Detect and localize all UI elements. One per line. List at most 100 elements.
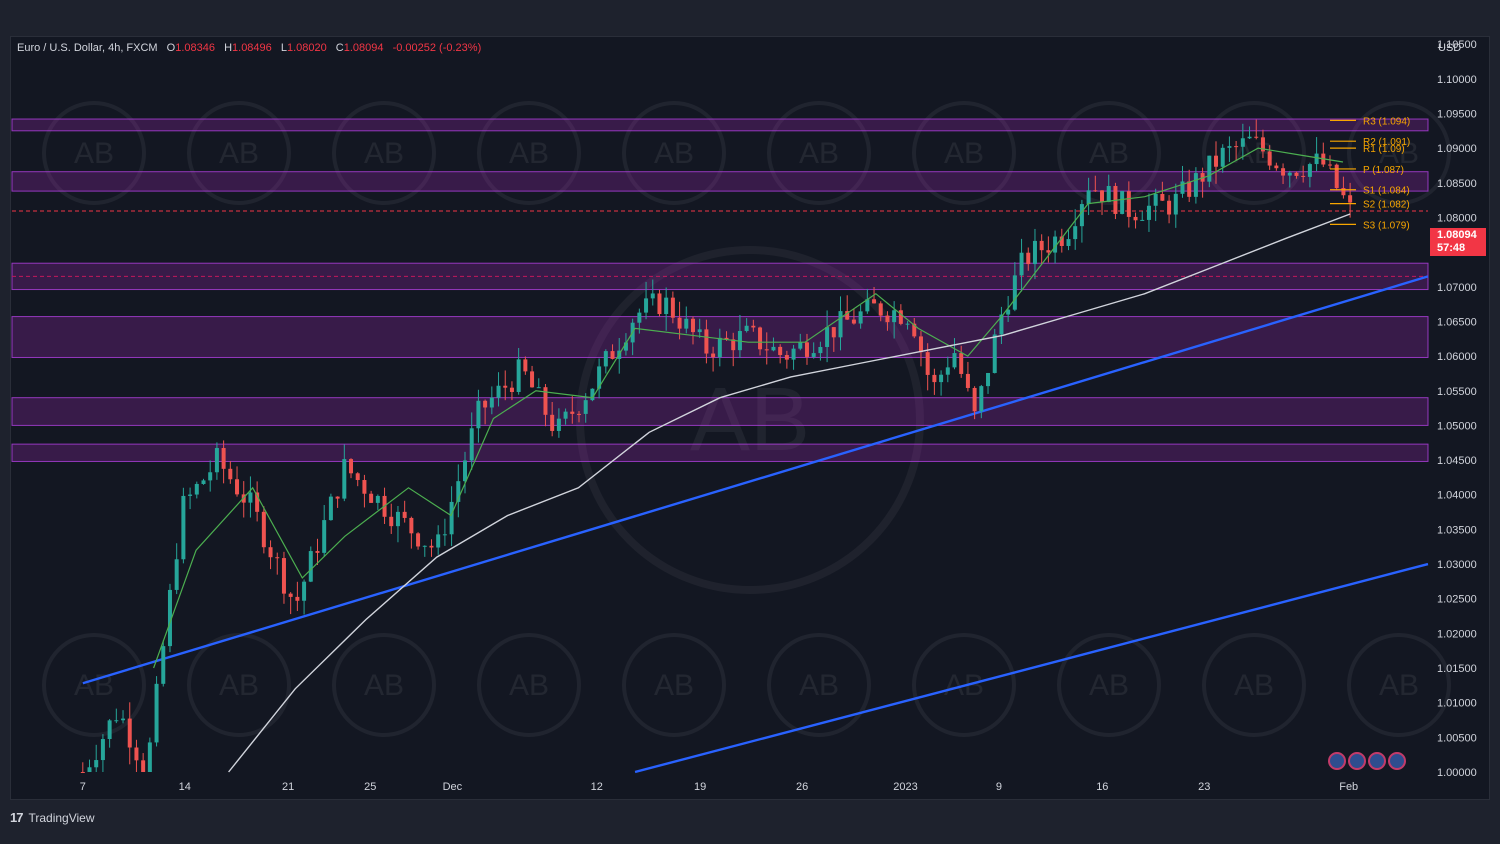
symbol-legend: Euro / U.S. Dollar, 4h, FXCM O1.08346 H1… <box>17 42 481 54</box>
candle-up <box>1173 193 1178 215</box>
candle-down <box>409 517 414 534</box>
watermark-text: AB <box>1379 137 1419 170</box>
candle-down <box>690 318 695 333</box>
candle-down <box>1160 193 1165 201</box>
candle-up <box>858 311 863 324</box>
brand-name[interactable]: TradingView <box>28 810 95 825</box>
candle-up <box>100 739 105 761</box>
candle-down <box>872 299 877 304</box>
candle-down <box>268 547 273 558</box>
candle-down <box>543 387 548 415</box>
candle-up <box>94 760 99 768</box>
y-axis-tick-label: 1.10500 <box>1437 39 1477 51</box>
candle-up <box>87 767 92 772</box>
candle-up <box>597 366 602 389</box>
y-axis-tick-label: 1.03500 <box>1437 524 1477 536</box>
x-axis-tick-label: Dec <box>443 781 463 793</box>
candle-down <box>1274 165 1279 169</box>
y-axis-tick-label: 1.02500 <box>1437 594 1477 606</box>
candle-down <box>315 551 320 553</box>
candle-up <box>1053 236 1058 253</box>
candle-up <box>1287 172 1292 176</box>
low-value: 1.08020 <box>286 42 327 54</box>
candle-down <box>1334 164 1339 189</box>
candle-up <box>623 342 628 351</box>
tradingview-logo-icon[interactable]: 17 <box>10 810 24 825</box>
candle-up <box>865 299 870 312</box>
candle-down <box>711 353 716 358</box>
candle-up <box>208 472 213 481</box>
candle-down <box>530 371 535 388</box>
candle-down <box>670 297 675 318</box>
candle-up <box>644 298 649 313</box>
candle-down <box>831 327 836 338</box>
eu-flag-icon[interactable] <box>1348 752 1366 770</box>
candle-up <box>1314 153 1319 165</box>
candle-down <box>80 772 85 773</box>
candle-down <box>925 352 930 375</box>
candle-up <box>798 342 803 349</box>
candle-down <box>349 459 354 474</box>
candle-down <box>1267 151 1272 166</box>
candle-down <box>523 359 528 372</box>
bar-countdown: 57:48 <box>1437 242 1466 254</box>
candle-up <box>1180 181 1185 194</box>
candle-down <box>898 310 903 324</box>
candle-up <box>1227 146 1232 148</box>
candle-up <box>664 297 669 315</box>
watermark-text: AB <box>74 137 114 170</box>
candle-up <box>1120 191 1125 214</box>
watermark-circle <box>332 101 436 205</box>
pivot-label: R1 (1.09) <box>1363 144 1405 155</box>
watermark-text: AB <box>1234 669 1274 702</box>
candle-up <box>1240 138 1245 147</box>
candle-down <box>959 353 964 374</box>
slow-moving-average <box>228 213 1351 773</box>
candle-down <box>550 414 555 431</box>
candle-down <box>1126 191 1131 217</box>
chart-frame[interactable] <box>10 36 1490 800</box>
watermark-circle <box>1347 101 1451 205</box>
watermark-text: AB <box>509 137 549 170</box>
y-axis-tick-label: 1.06500 <box>1437 316 1477 328</box>
candle-up <box>771 346 776 351</box>
x-axis-tick-label: Feb <box>1339 781 1358 793</box>
candle-down <box>141 760 146 772</box>
candle-up <box>536 387 541 389</box>
eu-flag-icon[interactable] <box>1368 752 1386 770</box>
watermark-circle <box>187 101 291 205</box>
candle-up <box>1012 275 1017 310</box>
candle-up <box>174 559 179 590</box>
candle-down <box>576 413 581 415</box>
watermark-circle <box>767 633 871 737</box>
watermark-circle <box>622 633 726 737</box>
candle-down <box>1260 137 1265 152</box>
watermark-text: AB <box>1089 137 1129 170</box>
last-price-tag: 1.08094 57:48 <box>1430 228 1486 256</box>
us-flag-icon[interactable] <box>1388 752 1406 770</box>
candle-up <box>161 646 166 684</box>
x-axis-tick-label: 25 <box>364 781 376 793</box>
candle-up <box>1066 239 1071 246</box>
candle-down <box>221 448 226 469</box>
fast-moving-average <box>153 147 1344 669</box>
watermark-text: AB <box>1234 137 1274 170</box>
symbol-title[interactable]: Euro / U.S. Dollar, 4h, FXCM <box>17 42 158 54</box>
candle-up <box>516 359 521 392</box>
watermark-center-text: AB <box>690 370 810 470</box>
candle-down <box>483 400 488 408</box>
x-axis-tick-label: 16 <box>1096 781 1108 793</box>
candle-up <box>194 483 199 495</box>
candle-up <box>248 492 253 503</box>
candle-down <box>1059 236 1064 246</box>
watermark-circle <box>332 633 436 737</box>
event-markers[interactable] <box>1328 752 1406 770</box>
candle-down <box>1348 195 1353 203</box>
candle-up <box>449 501 454 535</box>
price-chart[interactable]: AB AB AB AB AB AB AB AB AB AB AB AB AB AB AB AB AB AB AB AB… <box>0 0 1500 800</box>
candle-up <box>469 428 474 461</box>
eu-flag-icon[interactable] <box>1328 752 1346 770</box>
x-axis-tick-label: 7 <box>80 781 86 793</box>
watermark-circle <box>477 633 581 737</box>
candle-down <box>275 557 280 559</box>
